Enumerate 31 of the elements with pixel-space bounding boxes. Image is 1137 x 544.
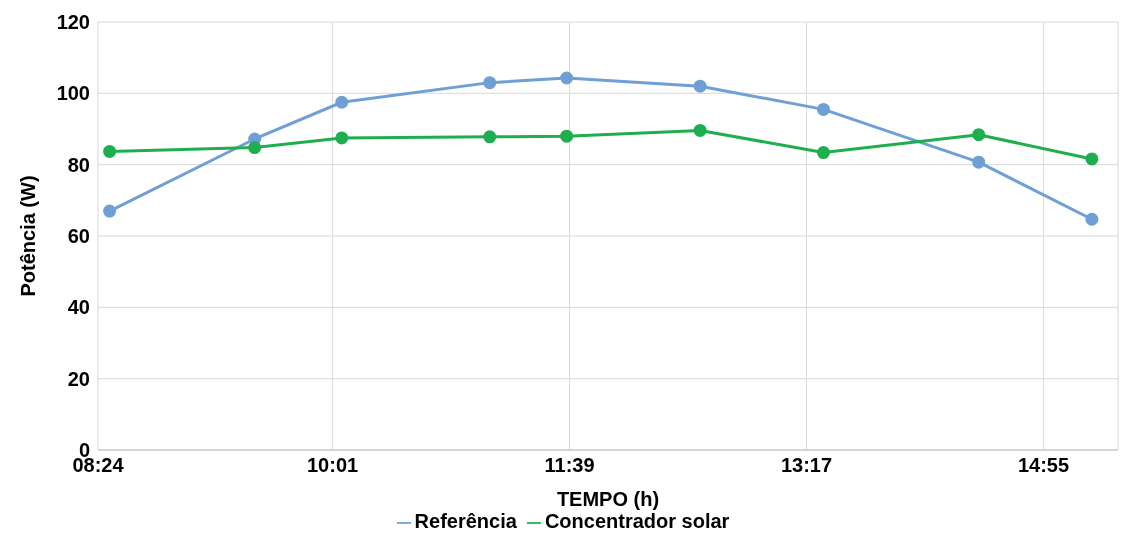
y-tick-label: 60 xyxy=(67,225,90,247)
point xyxy=(1085,152,1099,166)
point xyxy=(1085,212,1099,226)
point xyxy=(693,123,707,137)
legend-label: Concentrador solar xyxy=(544,510,730,532)
x-tick-label: 11:39 xyxy=(544,454,595,477)
y-tick-label: 40 xyxy=(67,296,90,319)
point xyxy=(972,128,986,142)
x-tick-label: 14:55 xyxy=(1017,454,1070,477)
point xyxy=(816,102,830,116)
point xyxy=(816,146,830,160)
point xyxy=(693,79,707,93)
y-axis-title: Potência (W) xyxy=(17,175,40,297)
y-tick-label: 100 xyxy=(56,82,90,105)
point xyxy=(483,130,497,144)
point xyxy=(248,141,262,155)
y-tick-label: 120 xyxy=(56,11,90,33)
point xyxy=(103,204,117,218)
point xyxy=(103,144,117,158)
x-tick-label: 10:01 xyxy=(306,454,359,477)
point xyxy=(560,129,574,143)
x-axis-title: TEMPO (h) xyxy=(556,488,660,510)
y-tick-label: 80 xyxy=(67,153,90,176)
point xyxy=(972,155,986,169)
legend-label: Referência xyxy=(414,510,517,532)
point xyxy=(335,95,349,109)
point xyxy=(483,76,497,90)
point xyxy=(335,131,349,145)
y-tick-label: 20 xyxy=(67,367,90,390)
point xyxy=(560,71,574,85)
x-tick-label: 13:17 xyxy=(780,454,833,477)
